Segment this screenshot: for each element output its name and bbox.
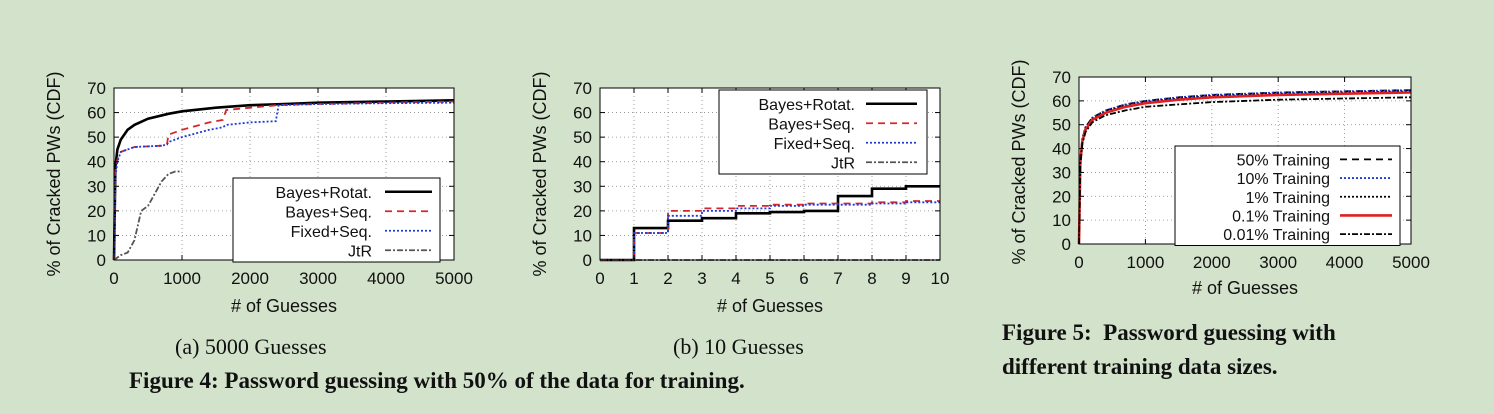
x-tick-label: 7	[833, 269, 842, 288]
series-line-3	[600, 201, 940, 261]
legend-label: 50% Training	[1237, 152, 1330, 169]
legend-label: Fixed+Seq.	[291, 224, 372, 241]
x-tick-label: 3000	[299, 269, 337, 288]
subcaption-a: (a) 5000 Guesses	[175, 334, 327, 359]
x-axis-label: # of Guesses	[1192, 278, 1298, 298]
chart-2: 0 10 20 30 40 50 60 70 0 1 2 3 4 5 6 7 8 9 10 # of Guesses%…	[530, 71, 949, 316]
y-axis-label: % of Cracked PWs (CDF)	[44, 71, 64, 276]
x-tick-label: 4000	[1326, 253, 1364, 272]
y-axis-label: % of Cracked PWs (CDF)	[530, 71, 550, 276]
series-line-4	[113, 170, 182, 261]
y-tick-label: 30	[1052, 163, 1071, 182]
y-tick-label: 20	[573, 202, 592, 221]
legend-box	[1174, 145, 1401, 246]
series-line-5	[1078, 96, 1412, 245]
x-tick-label: 2000	[1193, 253, 1231, 272]
y-tick-label: 70	[87, 79, 106, 98]
chart-3: 0 10 20 30 40 50 60 70 0 1000 2000 3000 4000 5000 # of…	[1009, 59, 1430, 298]
series-line-1	[112, 99, 455, 261]
x-tick-label: 1	[629, 269, 638, 288]
x-tick-label: 4000	[367, 269, 405, 288]
series-line-2	[600, 200, 940, 261]
chart-1: 0 10 20 30 40 50 60 70 0 1000 2000 3000 4000 5000 # of…	[44, 71, 473, 316]
y-tick-label: 60	[87, 104, 106, 123]
x-tick-label: 3000	[1259, 253, 1297, 272]
y-axis-label: % of Cracked PWs (CDF)	[1009, 59, 1029, 264]
x-tick-label: 5000	[435, 269, 473, 288]
y-tick-label: 0	[97, 251, 106, 270]
legend-label: Bayes+Seq.	[285, 204, 372, 221]
y-tick-label: 40	[1052, 140, 1071, 159]
y-tick-label: 20	[87, 202, 106, 221]
x-tick-label: 2000	[231, 269, 269, 288]
legend-label: JtR	[348, 243, 372, 260]
y-tick-label: 70	[573, 79, 592, 98]
x-tick-label: 3	[697, 269, 706, 288]
y-tick-label: 30	[573, 177, 592, 196]
x-tick-label: 0	[1074, 253, 1083, 272]
x-tick-label: 1000	[163, 269, 201, 288]
legend-label: 1% Training	[1246, 190, 1331, 207]
x-tick-label: 9	[901, 269, 910, 288]
x-tick-label: 6	[799, 269, 808, 288]
x-axis-label: # of Guesses	[717, 296, 823, 316]
legend-label: 0.1% Training	[1232, 208, 1330, 225]
legend-label: Bayes+Seq.	[768, 116, 855, 133]
y-tick-label: 50	[1052, 116, 1071, 135]
y-tick-label: 10	[87, 226, 106, 245]
series-line-4	[1077, 91, 1412, 245]
figure-5-caption-text: Figure 5: Password guessing with	[1002, 320, 1336, 345]
x-tick-label: 4	[731, 269, 740, 288]
y-tick-label: 40	[573, 153, 592, 172]
legend-label: Fixed+Seq.	[774, 136, 855, 153]
y-tick-label: 20	[1052, 187, 1071, 206]
x-tick-label: 1000	[1126, 253, 1164, 272]
y-tick-label: 10	[573, 226, 592, 245]
x-tick-label: 5000	[1392, 253, 1430, 272]
legend-label: JtR	[831, 155, 855, 172]
x-tick-label: 2	[663, 269, 672, 288]
legend-label: Bayes+Rotat.	[759, 97, 856, 114]
y-tick-label: 0	[1062, 235, 1071, 254]
legend-label: 0.01% Training	[1223, 227, 1330, 244]
x-tick-label: 10	[931, 269, 950, 288]
y-tick-label: 50	[87, 128, 106, 147]
x-axis-label: # of Guesses	[231, 296, 337, 316]
y-tick-label: 50	[573, 128, 592, 147]
legend-label: 10% Training	[1237, 171, 1330, 188]
y-tick-label: 70	[1052, 68, 1071, 87]
series-line-2	[113, 100, 455, 261]
y-tick-label: 60	[573, 104, 592, 123]
y-tick-label: 30	[87, 177, 106, 196]
series-line-1	[1078, 89, 1412, 245]
x-tick-label: 5	[765, 269, 774, 288]
x-tick-label: 8	[867, 269, 876, 288]
y-tick-label: 60	[1052, 92, 1071, 111]
y-tick-label: 0	[583, 251, 592, 270]
y-tick-label: 10	[1052, 211, 1071, 230]
x-tick-label: 0	[595, 269, 604, 288]
series-line-3	[113, 101, 455, 261]
subcaption-b: (b) 10 Guesses	[673, 334, 804, 359]
x-tick-label: 0	[109, 269, 118, 288]
figure-5-caption-line1: Figure 5: Password guessing with	[1002, 320, 1444, 346]
figure-5-caption-line2: different training data sizes.	[1002, 354, 1278, 379]
y-tick-label: 40	[87, 153, 106, 172]
figure-4-caption: Figure 4: Password guessing with 50% of …	[129, 368, 745, 393]
legend-label: Bayes+Rotat.	[276, 185, 373, 202]
